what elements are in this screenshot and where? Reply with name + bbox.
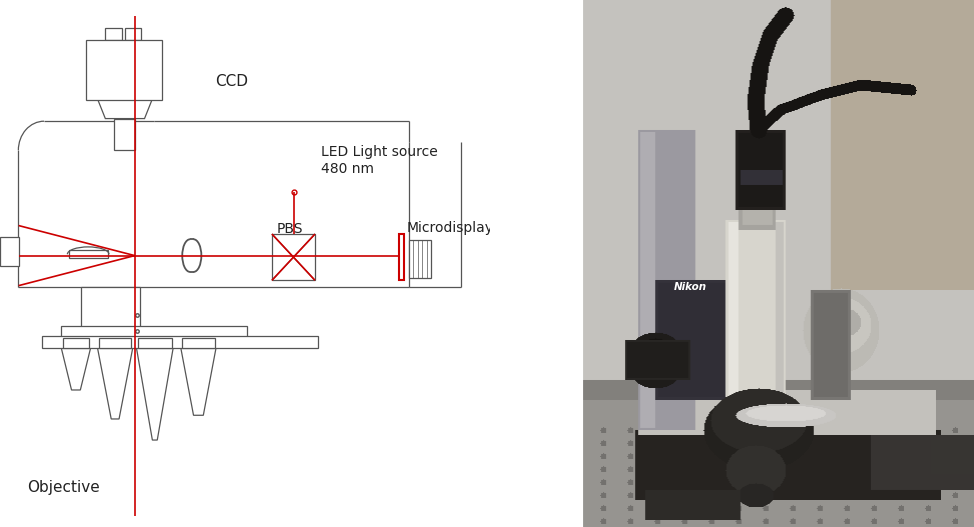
FancyBboxPatch shape: [19, 123, 408, 287]
Polygon shape: [97, 348, 132, 419]
Polygon shape: [98, 100, 152, 119]
Polygon shape: [61, 348, 91, 390]
Bar: [61, 326, 247, 337]
Bar: [105, 28, 123, 40]
Polygon shape: [136, 348, 173, 440]
Polygon shape: [181, 348, 216, 415]
Text: LED Light source
480 nm: LED Light source 480 nm: [320, 145, 437, 177]
Text: CCD: CCD: [215, 74, 248, 89]
Bar: [81, 287, 139, 327]
Bar: [138, 338, 171, 348]
Bar: [398, 234, 404, 280]
Bar: [114, 119, 135, 150]
Bar: [0, 237, 19, 266]
Text: Microdisplay: Microdisplay: [406, 221, 494, 235]
Text: Nikon: Nikon: [674, 282, 707, 292]
Bar: [42, 336, 318, 348]
Bar: [182, 338, 214, 348]
Bar: [99, 338, 131, 348]
Text: Objective: Objective: [27, 480, 99, 495]
Bar: [409, 240, 431, 278]
Bar: [86, 40, 162, 100]
Bar: [62, 338, 90, 348]
Bar: [272, 234, 315, 280]
Text: PBS: PBS: [277, 222, 303, 236]
Bar: [68, 250, 108, 258]
Bar: [125, 28, 140, 40]
